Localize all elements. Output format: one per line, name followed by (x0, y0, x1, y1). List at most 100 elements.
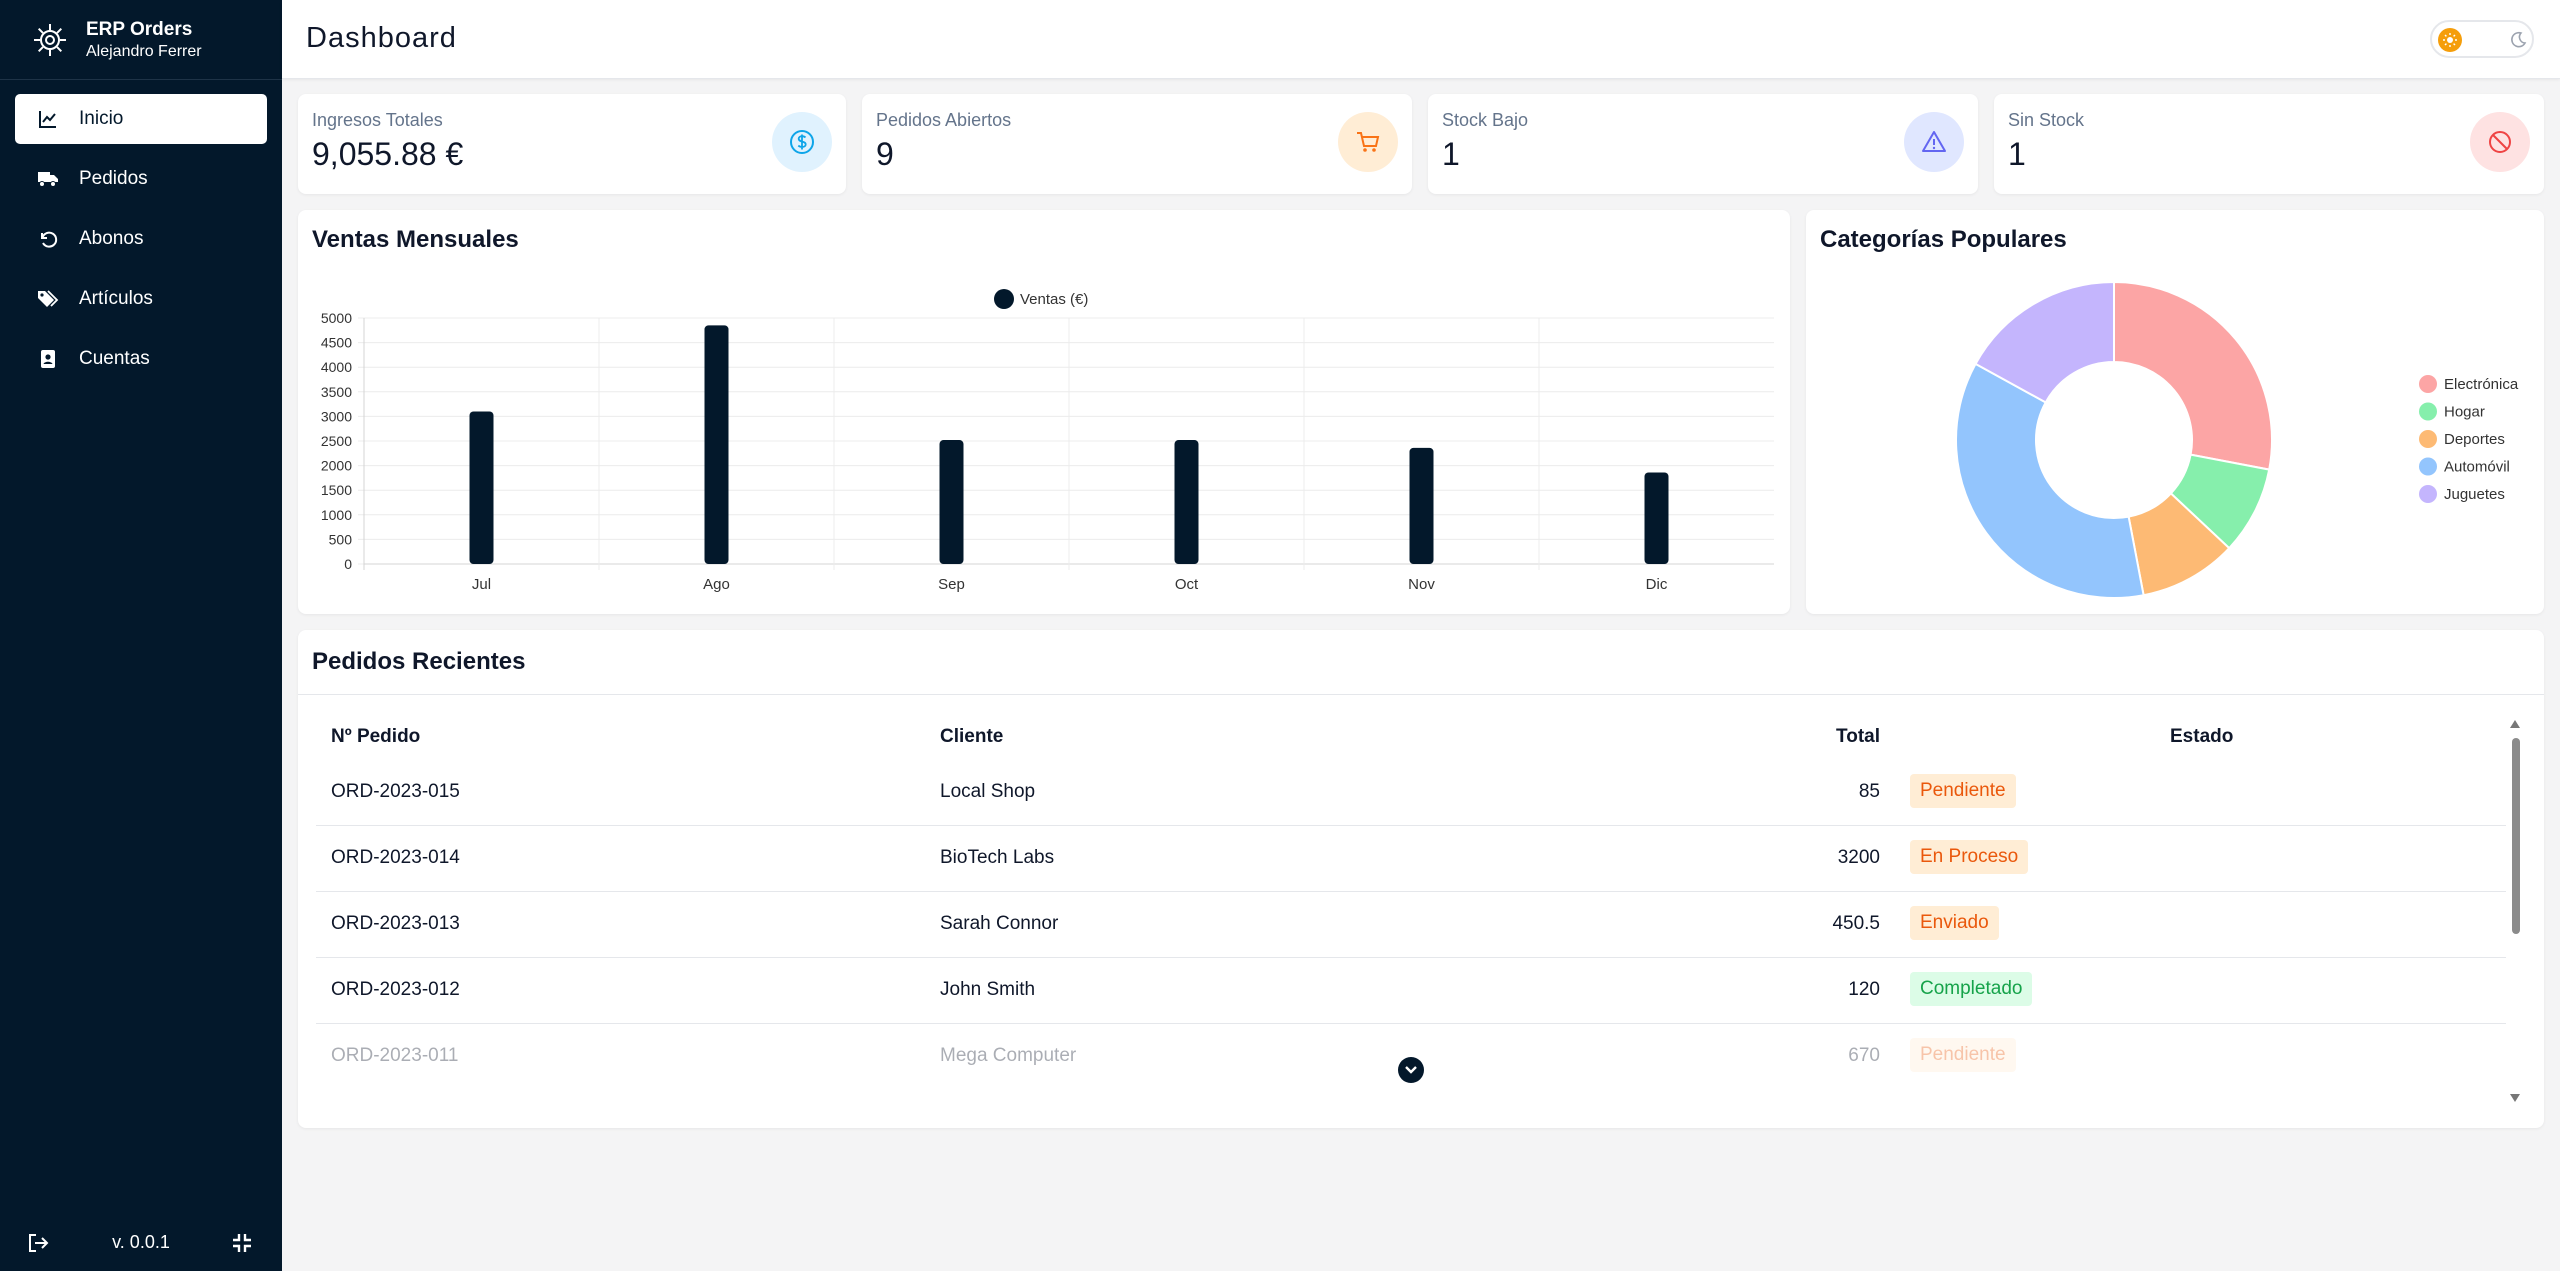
order-total: 3200 (1837, 847, 1880, 868)
sidebar-item-pedidos[interactable]: Pedidos (15, 154, 267, 204)
bar (1174, 440, 1199, 564)
legend-label: Electrónica (2444, 376, 2519, 393)
sidebar-item-label: Pedidos (79, 168, 148, 189)
sidebar-item-label: Abonos (79, 228, 144, 249)
pie-slice (2113, 280, 2273, 471)
sidebar-item-articulos[interactable]: Artículos (15, 274, 267, 324)
sidebar-item-abonos[interactable]: Abonos (15, 214, 267, 264)
stat-card-pedidos-abiertos: Pedidos Abiertos 9 (862, 94, 1412, 194)
scroll-up-arrow[interactable] (2508, 718, 2522, 730)
compress-icon[interactable] (230, 1231, 254, 1255)
sidebar-item-inicio[interactable]: Inicio (15, 94, 267, 144)
legend-label: Hogar (2444, 404, 2485, 421)
y-tick-label: 3500 (321, 384, 352, 400)
chevron-down-icon (1405, 1066, 1417, 1074)
stat-value: 9 (876, 136, 894, 172)
moon-icon (2511, 31, 2527, 48)
x-tick-label: Ago (703, 576, 730, 593)
legend-swatch (2419, 402, 2437, 421)
sidebar-item-label: Cuentas (79, 348, 150, 369)
legend-label: Ventas (€) (1020, 291, 1088, 308)
order-total: 670 (1848, 1045, 1880, 1066)
sidebar-item-label: Inicio (79, 108, 124, 129)
table-row[interactable]: ORD-2023-013 Sarah Connor 450.5 Enviado (316, 892, 2506, 958)
brand-user: Alejandro Ferrer (86, 43, 202, 60)
logout-icon[interactable] (26, 1231, 50, 1255)
status-badge: Pendiente (1910, 774, 2016, 808)
divider (0, 79, 282, 80)
order-client: BioTech Labs (940, 847, 1055, 868)
status-badge: Enviado (1910, 906, 1999, 940)
order-id: ORD-2023-011 (331, 1045, 459, 1066)
order-total: 450.5 (1832, 913, 1880, 934)
y-tick-label: 2000 (321, 458, 352, 474)
y-tick-label: 0 (344, 556, 352, 572)
version-label: v. 0.0.1 (112, 1232, 170, 1252)
column-header-total: Total (1836, 726, 1880, 747)
order-client: Local Shop (940, 781, 1036, 802)
truck-icon (37, 168, 59, 190)
stat-value: 1 (2008, 136, 2026, 172)
y-tick-label: 3000 (321, 408, 352, 424)
y-tick-label: 1500 (321, 482, 352, 498)
x-tick-label: Nov (1408, 576, 1435, 593)
order-id: ORD-2023-012 (331, 979, 460, 1000)
brand-title: ERP Orders (86, 19, 193, 40)
y-tick-label: 5000 (321, 310, 352, 326)
logo-icon (34, 24, 66, 56)
scroll-down-arrow[interactable] (2508, 1092, 2522, 1104)
theme-toggle[interactable] (2430, 20, 2534, 58)
orders-card: Pedidos Recientes (298, 630, 2544, 1128)
divider (298, 694, 2544, 695)
order-client: Sarah Connor (940, 913, 1059, 934)
card-title: Ventas Mensuales (312, 226, 519, 253)
bar-chart: 0 500 1000 1500 2000 2500 3000 3500 4000 4500 5000… (321, 289, 1774, 593)
order-id: ORD-2023-015 (331, 781, 460, 802)
ban-icon (2470, 112, 2530, 172)
tags-icon (37, 288, 59, 310)
legend-swatch (2419, 457, 2437, 476)
top-header: Dashboard (282, 0, 2560, 79)
order-total: 120 (1848, 979, 1880, 1000)
sidebar-nav: Inicio Pedidos Abonos Artículos Cuentas (15, 94, 267, 394)
legend-swatch (2419, 430, 2437, 448)
legend-label: Juguetes (2444, 486, 2505, 503)
x-tick-label: Jul (472, 576, 491, 593)
stat-label: Stock Bajo (1442, 110, 1529, 130)
table-row[interactable]: ORD-2023-011 Mega Computer 670 Pendiente (316, 1024, 2506, 1090)
table-row[interactable]: ORD-2023-012 John Smith 120 Completado (316, 958, 2506, 1024)
stat-label: Pedidos Abiertos (876, 110, 1012, 130)
sidebar: ERP Orders Alejandro Ferrer Inicio Pedid… (0, 0, 282, 1271)
sidebar-item-cuentas[interactable]: Cuentas (15, 334, 267, 384)
orders-table: Nº Pedido Cliente Total Estado ORD-2023-… (316, 700, 2506, 1114)
undo-icon (37, 228, 59, 250)
column-header-id: Nº Pedido (331, 726, 421, 747)
legend-swatch (2419, 375, 2437, 393)
order-client: John Smith (940, 979, 1036, 1000)
cart-icon (1338, 112, 1398, 172)
scroll-more-button[interactable] (1398, 1057, 1424, 1083)
sidebar-footer: v. 0.0.1 (0, 1222, 282, 1262)
table-row[interactable]: ORD-2023-015 Local Shop 85 Pendiente (316, 760, 2506, 826)
card-title: Categorías Populares (1820, 226, 2067, 253)
status-badge: En Proceso (1910, 840, 2029, 874)
bar (1409, 447, 1434, 564)
stat-value: 9,055.88 € (312, 136, 464, 172)
y-tick-label: 1000 (321, 507, 352, 523)
order-id: ORD-2023-013 (331, 913, 460, 934)
x-tick-label: Sep (938, 576, 965, 593)
order-total: 85 (1858, 781, 1880, 802)
scrollbar-thumb[interactable] (2512, 738, 2520, 934)
y-tick-label: 4000 (321, 359, 352, 375)
y-tick-label: 2500 (321, 433, 352, 449)
stat-value: 1 (1442, 136, 1460, 172)
bar (1644, 472, 1669, 564)
sun-icon (2438, 28, 2462, 52)
stat-card-sin-stock: Sin Stock 1 (1994, 94, 2544, 194)
categories-chart-card: Categorías Populares Electrónica Hogar Dep… (1806, 210, 2544, 614)
table-row[interactable]: ORD-2023-014 BioTech Labs 3200 En Proces… (316, 826, 2506, 892)
donut-chart: Electrónica Hogar Deportes Automóvil Juguete… (1955, 280, 2519, 599)
bar (469, 411, 494, 564)
x-tick-label: Oct (1175, 576, 1199, 593)
legend-swatch (2419, 485, 2437, 503)
